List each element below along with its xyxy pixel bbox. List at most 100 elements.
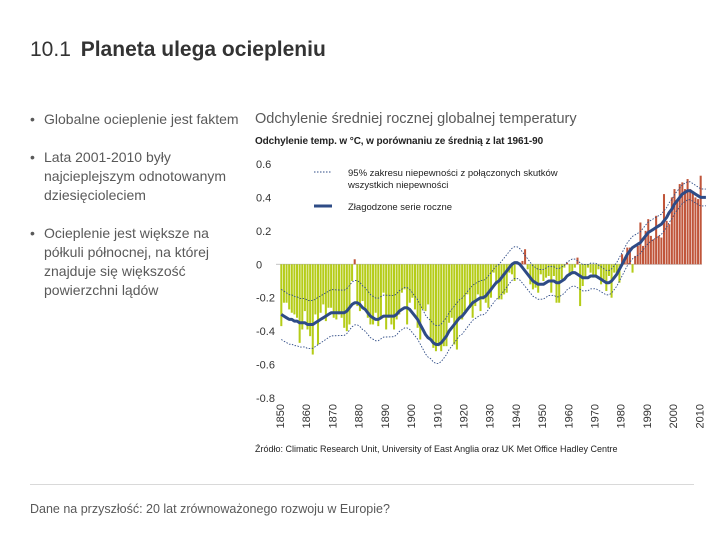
legend-label-uncertainty: 95% zakresu niepewności z połączonych sk… (347, 168, 558, 191)
annual-bar (487, 264, 490, 308)
y-tick-label: -0.4 (256, 326, 275, 338)
annual-bar (351, 264, 354, 281)
annual-bar (390, 264, 393, 325)
annual-bar (301, 264, 304, 330)
annual-bar (560, 264, 563, 280)
annual-bar (395, 264, 398, 320)
annual-bar (484, 264, 487, 303)
annual-bar (615, 264, 618, 275)
annual-bar (413, 264, 417, 310)
annual-bar (296, 264, 299, 318)
annual-bar (550, 264, 553, 293)
x-tick-label: 1960 (563, 404, 575, 428)
legend-label-smoothed: Złagodzone serie roczne (348, 202, 452, 213)
annual-bar (453, 264, 456, 345)
annual-bar (311, 264, 314, 355)
x-tick-label: 1930 (485, 404, 497, 428)
bullet-item: Ocieplenie jest większe na półkuli półno… (30, 224, 240, 300)
x-tick-label: 1890 (380, 404, 392, 428)
chart-source: Źródło: Climatic Research Unit, Universi… (255, 444, 618, 454)
annual-bar (387, 264, 390, 318)
annual-bar (537, 264, 540, 293)
annual-bar (398, 264, 401, 315)
annual-bar (400, 264, 403, 293)
annual-bar (466, 264, 469, 295)
annual-bar (306, 264, 309, 330)
annual-bar (579, 264, 582, 307)
annual-bar (683, 189, 686, 265)
annual-bar (406, 264, 409, 325)
slide-title-text: Planeta ulega ociepleniu (80, 38, 326, 61)
annual-bar (621, 254, 624, 265)
x-tick-label: 1910 (432, 404, 444, 428)
annual-bar (337, 264, 340, 315)
annual-bar (385, 264, 388, 330)
annual-bar (513, 264, 516, 281)
x-tick-label: 1850 (275, 404, 287, 428)
annual-bar (662, 194, 666, 265)
chart-heading: Odchylenie średniej rocznej globalnej te… (255, 111, 577, 127)
annual-bar (322, 264, 325, 305)
slide-title-number: 10.1 (30, 38, 71, 61)
annual-bar (476, 264, 479, 295)
annual-bar (655, 215, 658, 265)
annual-bar (282, 264, 285, 303)
annual-bar (358, 264, 361, 312)
annual-bar (547, 264, 550, 276)
annual-bar (356, 264, 359, 307)
y-tick-label: -0.6 (256, 360, 275, 372)
slide-title: 10.1 Planeta ulega ociepleniu (30, 38, 326, 62)
annual-bar (592, 264, 595, 278)
annual-bar (676, 200, 679, 265)
annual-bar (647, 219, 650, 265)
bullet-list: Globalne ocieplenie jest faktem Lata 200… (30, 110, 240, 319)
annual-bar (670, 197, 673, 265)
annual-bar (571, 264, 574, 275)
annual-bar (568, 264, 571, 276)
annual-bar (573, 264, 576, 268)
annual-bar (432, 264, 435, 348)
annual-bar (563, 264, 566, 268)
annual-bar (319, 264, 322, 313)
y-tick-label: 0.2 (256, 226, 271, 238)
annual-bar (534, 264, 537, 288)
annual-bar (343, 264, 346, 328)
annual-bar (597, 264, 600, 270)
annual-bar (421, 264, 424, 310)
annual-bar (416, 264, 419, 328)
x-tick-label: 1950 (537, 404, 549, 428)
annual-bar (379, 264, 382, 318)
annual-bar (503, 264, 506, 295)
annual-bar (628, 247, 631, 265)
annual-bar (448, 264, 451, 323)
annual-bar (429, 264, 432, 338)
annual-bar (678, 184, 681, 265)
annual-bar (699, 175, 702, 265)
annual-bar (285, 264, 288, 303)
annual-bar (586, 264, 589, 268)
annual-bar (450, 264, 453, 318)
annual-bar (424, 264, 427, 312)
annual-bar (419, 264, 422, 340)
bullet-item: Lata 2001-2010 były najcieplejszym odnot… (30, 148, 240, 205)
annual-bar (584, 264, 587, 278)
annual-bar (531, 264, 534, 290)
annual-bar (631, 264, 634, 273)
annual-bar (463, 264, 466, 312)
annual-bar (474, 264, 477, 307)
smoothed-series-line (280, 189, 706, 346)
annual-bar (505, 264, 508, 293)
annual-bar (411, 264, 414, 298)
annual-bar (500, 264, 503, 300)
annual-bar (691, 192, 694, 265)
annual-bar (552, 264, 555, 276)
x-tick-label: 1880 (354, 404, 366, 428)
annual-bar (364, 264, 367, 308)
annual-bar (694, 197, 697, 265)
annual-bar (529, 264, 532, 285)
annual-bar (316, 264, 320, 345)
annual-bar (335, 264, 338, 320)
annual-bar (565, 262, 569, 265)
annual-bar (332, 264, 335, 318)
